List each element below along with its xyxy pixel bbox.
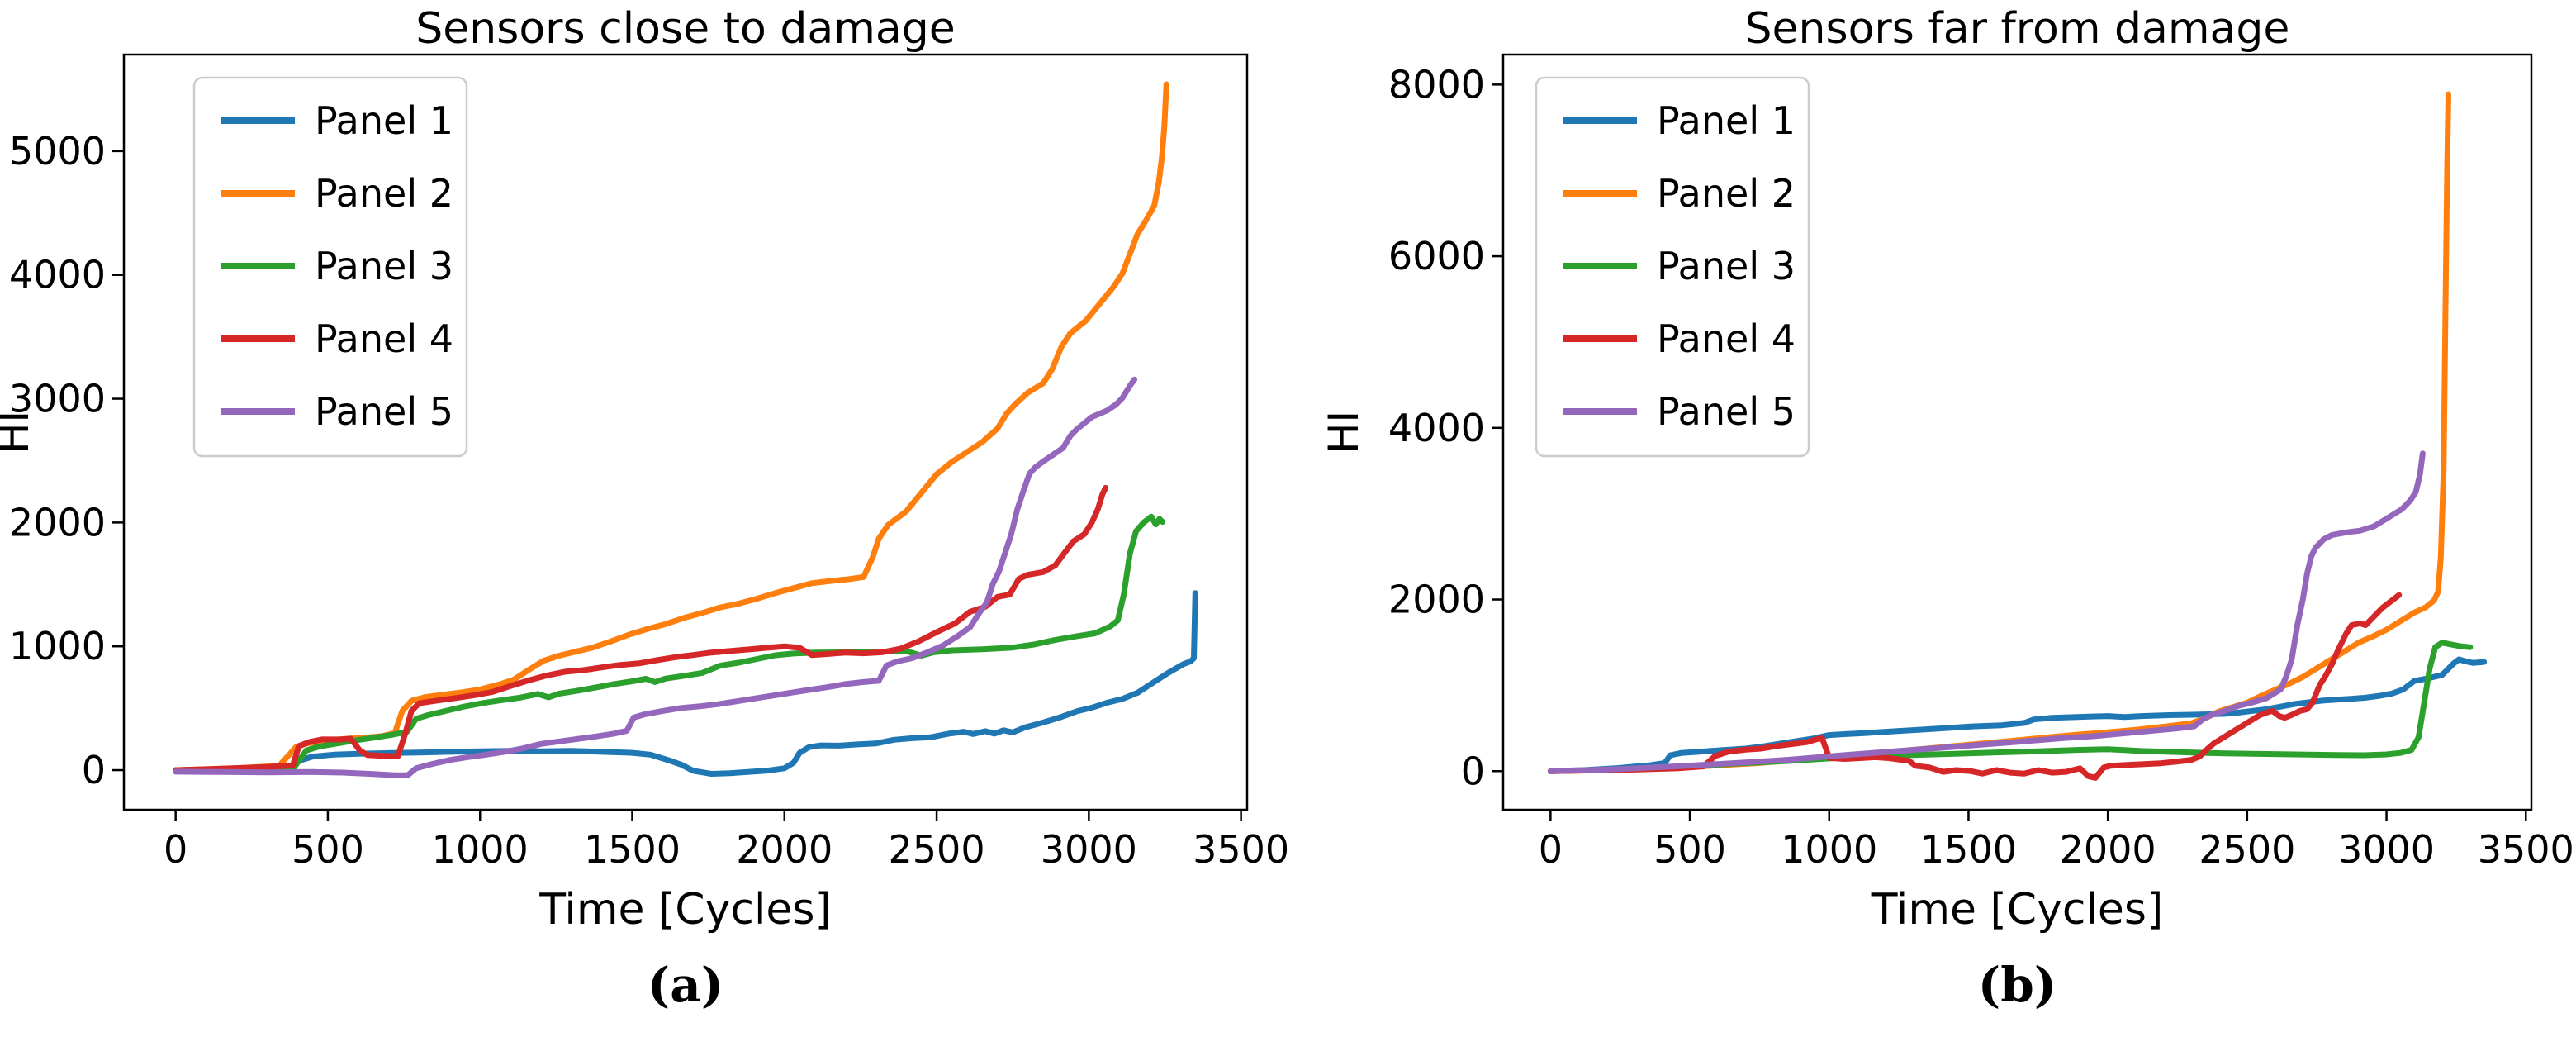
x-tick-label: 2000 bbox=[2060, 827, 2156, 872]
legend-label: Panel 2 bbox=[1657, 171, 1796, 216]
x-tick-label: 3000 bbox=[1041, 827, 1137, 872]
y-tick-label: 0 bbox=[82, 748, 106, 792]
chart-close-to-damage: 0 500 1000 1500 2000 2500 3000 3500 0 1000 2000 300… bbox=[0, 4, 1288, 1013]
legend-label: Panel 4 bbox=[315, 316, 453, 361]
series-line-panel-4 bbox=[173, 484, 1109, 773]
x-tick-label: 1500 bbox=[584, 827, 681, 872]
y-tick-label: 8000 bbox=[1388, 62, 1485, 107]
y-tick-label: 0 bbox=[1461, 749, 1485, 793]
legend-label: Panel 5 bbox=[1657, 389, 1796, 434]
x-tick-label: 3500 bbox=[2478, 827, 2574, 872]
plot-border bbox=[122, 53, 1249, 811]
y-tick-label: 1000 bbox=[9, 624, 106, 668]
series-line-panel-4 bbox=[1547, 592, 2403, 781]
x-tick-label: 3500 bbox=[1193, 827, 1288, 872]
y-tick-label: 5000 bbox=[9, 129, 106, 174]
y-tick-label: 3000 bbox=[9, 377, 106, 421]
x-tick-label: 2500 bbox=[2199, 827, 2295, 872]
x-tick-label: 2500 bbox=[889, 827, 985, 872]
x-tick-label: 1000 bbox=[1781, 827, 1877, 872]
chart-far-svg: 0 500 1000 1500 2000 2500 3000 3500 0 2000 4000 600… bbox=[1320, 4, 2574, 1013]
x-tick-label: 500 bbox=[1653, 827, 1726, 872]
legend-label: Panel 1 bbox=[1657, 98, 1796, 143]
series-line-panel-1 bbox=[173, 590, 1198, 777]
chart-title: Sensors far from damage bbox=[1745, 4, 2290, 54]
legend-label: Panel 3 bbox=[1657, 244, 1796, 288]
x-tick-label: 0 bbox=[1539, 827, 1563, 872]
legend-label: Panel 5 bbox=[315, 389, 453, 434]
y-tick-label: 4000 bbox=[9, 253, 106, 297]
x-axis-label: Time [Cycles] bbox=[1871, 885, 2164, 935]
y-tick-label: 2000 bbox=[1388, 578, 1485, 622]
y-axis-label: HI bbox=[1320, 411, 1368, 454]
y-tick-label: 6000 bbox=[1388, 234, 1485, 278]
series-line-panel-2 bbox=[173, 81, 1169, 773]
chart-title: Sensors close to damage bbox=[415, 4, 955, 54]
series-line-panel-3 bbox=[173, 513, 1165, 773]
legend-label: Panel 1 bbox=[315, 98, 453, 143]
x-tick-label: 0 bbox=[164, 827, 187, 872]
series-line-panel-5 bbox=[173, 376, 1138, 778]
x-tick-label: 1000 bbox=[432, 827, 529, 872]
subfigure-caption: (a) bbox=[648, 957, 723, 1013]
x-tick-label: 3000 bbox=[2338, 827, 2435, 872]
x-tick-label: 2000 bbox=[736, 827, 833, 872]
chart-close-svg: 0 500 1000 1500 2000 2500 3000 3500 0 1000 2000 300… bbox=[0, 4, 1288, 1013]
x-axis-label: Time [Cycles] bbox=[538, 885, 832, 935]
x-tick-label: 500 bbox=[292, 827, 364, 872]
subfigure-caption: (b) bbox=[1978, 957, 2057, 1013]
legend-box bbox=[192, 76, 468, 458]
legend-label: Panel 3 bbox=[315, 244, 453, 288]
chart-far-from-damage: 0 500 1000 1500 2000 2500 3000 3500 0 2000 4000 600… bbox=[1288, 0, 2576, 1037]
legend-label: Panel 2 bbox=[315, 171, 453, 216]
legend-label: Panel 4 bbox=[1657, 316, 1796, 361]
y-axis-label: HI bbox=[0, 411, 38, 454]
y-tick-label: 2000 bbox=[9, 500, 106, 545]
plot-border bbox=[1501, 53, 2533, 811]
series-line-panel-5 bbox=[1547, 450, 2426, 774]
legend-box bbox=[1535, 76, 1810, 458]
y-tick-label: 4000 bbox=[1388, 406, 1485, 450]
x-tick-label: 1500 bbox=[1920, 827, 2017, 872]
